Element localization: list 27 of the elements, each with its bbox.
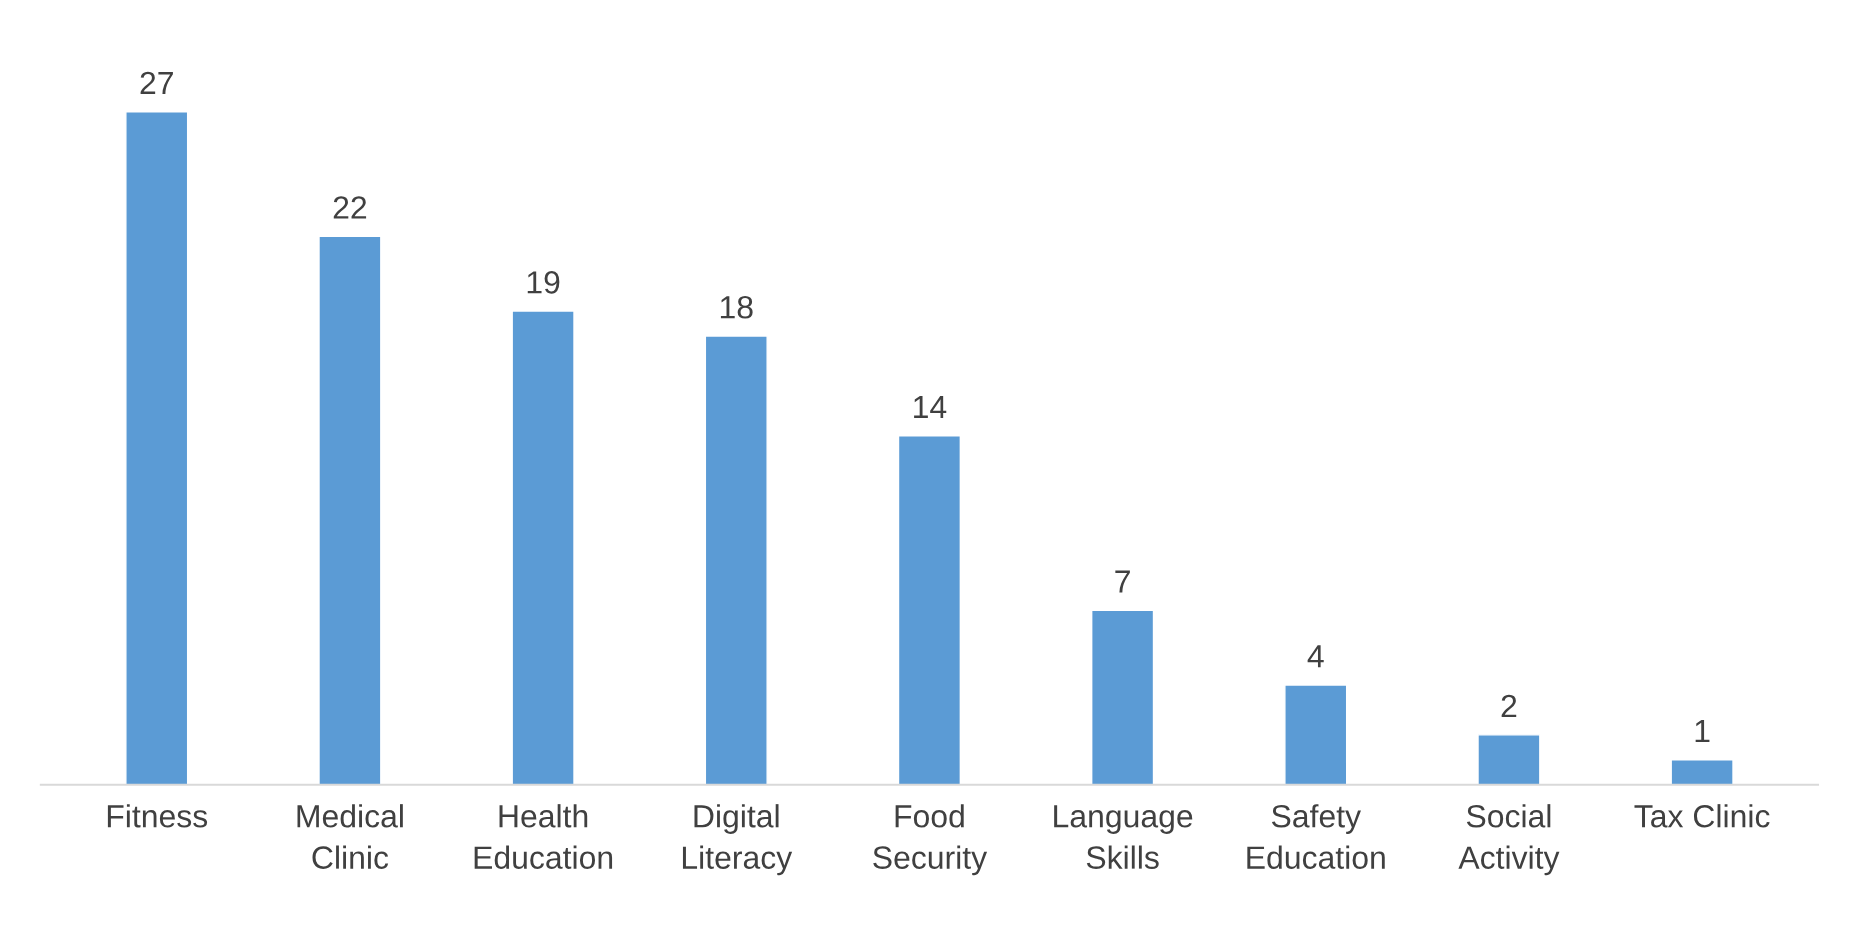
x-tick-label: Digital Literacy [682, 804, 793, 876]
data-label: 1 [1695, 720, 1710, 743]
bar [897, 435, 962, 785]
x-tick-label: Tax Clinic [1634, 804, 1770, 828]
x-tick-label: Food Security [873, 804, 988, 876]
bar [1670, 759, 1734, 785]
x-tick-label: Safety Education [1247, 804, 1385, 869]
x-tick-label: Social Activity [1458, 804, 1560, 876]
x-tick-label: Fitness [107, 804, 208, 828]
data-label: 2 [1501, 694, 1517, 718]
x-tick-label: Medical Clinic [297, 804, 403, 869]
data-label: 14 [914, 396, 947, 418]
bar [1477, 734, 1541, 785]
bar [318, 235, 382, 785]
bar [125, 111, 189, 785]
bar [704, 335, 768, 785]
data-label: 4 [1307, 645, 1324, 668]
data-label: 22 [333, 196, 367, 219]
bar [511, 310, 575, 785]
data-label: 27 [140, 71, 173, 94]
data-label: 18 [720, 295, 753, 319]
data-label: 19 [527, 271, 560, 294]
bar [1284, 684, 1348, 785]
x-tick-label: Health Education [474, 804, 613, 869]
x-tick-label: Language Skills [1054, 805, 1193, 869]
bar [1090, 609, 1155, 785]
data-label: 7 [1115, 570, 1130, 593]
